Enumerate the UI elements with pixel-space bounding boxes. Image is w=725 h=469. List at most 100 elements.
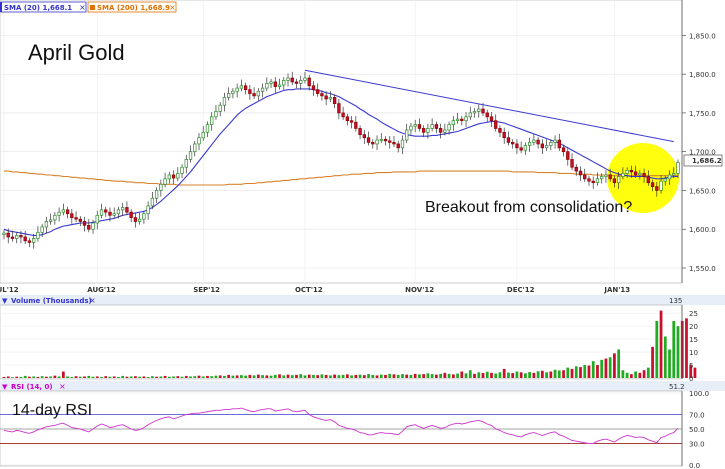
candle-up [112, 213, 116, 216]
candle-up [40, 226, 44, 233]
chart-title: April Gold [28, 40, 125, 65]
candle-up [188, 151, 193, 160]
volume-bar [591, 361, 595, 378]
candle-down [345, 116, 350, 122]
volume-panel: ▼ Volume (Thousands) × 135 25 20 15 10 5 0 [0, 295, 725, 383]
volume-bar [32, 376, 36, 378]
candle-down [307, 77, 311, 87]
volume-bar [265, 375, 269, 378]
legend-sma20[interactable]: SMA (20) 1,668.1 × [0, 1, 87, 13]
candle-down [642, 173, 646, 177]
volume-collapse-icon[interactable]: ▼ [2, 297, 8, 305]
legend-sma20-close-icon[interactable]: × [79, 3, 86, 12]
volume-plot-area [0, 304, 683, 380]
volume-bar [15, 376, 19, 378]
volume-bar [329, 375, 332, 378]
candle-up [137, 218, 142, 222]
volume-bar [23, 375, 27, 378]
volume-bar [70, 376, 74, 378]
volume-bar [66, 376, 69, 378]
breakout-annotation: Breakout from consolidation? [425, 199, 632, 216]
candle-up [95, 214, 99, 224]
price-y-tick-label: 1,550.0 [689, 265, 716, 273]
volume-bar [273, 374, 277, 378]
volume-bar [693, 367, 697, 378]
candle-up [142, 213, 146, 220]
candle-up [621, 173, 625, 177]
candle-up [163, 178, 167, 185]
volume-bar [553, 369, 557, 378]
volume-bar [290, 375, 294, 378]
legend-sma200-close-icon[interactable]: × [169, 3, 176, 12]
volume-bar [112, 376, 116, 378]
volume-bar [540, 370, 544, 378]
candle-up [218, 104, 222, 112]
price-plot-area [0, 0, 683, 284]
volume-bar [511, 373, 515, 378]
price-panel: SMA (20) 1,668.1 × SMA (200) 1,668.9 × A… [0, 0, 723, 294]
candle-up [57, 211, 61, 216]
volume-y-tick-label: 5 [689, 362, 693, 370]
volume-bar [587, 365, 591, 378]
volume-bar [625, 372, 629, 378]
candle-down [252, 93, 256, 97]
downtrend-line [304, 69, 674, 143]
legend: SMA (20) 1,668.1 × SMA (200) 1,668.9 × [0, 1, 177, 13]
rsi-close-icon[interactable]: × [59, 382, 66, 391]
candle-up [400, 139, 405, 149]
volume-bar [235, 375, 239, 378]
volume-bar [519, 372, 523, 378]
price-x-tick-label: SEP'12 [193, 286, 220, 294]
rsi-collapse-icon[interactable]: ▼ [2, 383, 8, 391]
volume-close-icon[interactable]: × [89, 296, 96, 305]
candle-down [294, 81, 299, 84]
volume-bar [83, 376, 86, 378]
volume-bar [240, 375, 243, 378]
volume-bar [401, 374, 404, 378]
volume-bar [608, 357, 612, 378]
volume-bar [142, 376, 146, 378]
price-x-tick-label: JAN'13 [603, 286, 630, 294]
volume-bar [451, 374, 455, 378]
consolidation-highlight [607, 143, 679, 213]
volume-bar [337, 375, 341, 378]
candle-up [44, 221, 49, 228]
volume-bar [49, 376, 53, 378]
candle-down [19, 235, 23, 238]
volume-bar [409, 374, 413, 378]
candle-down [612, 178, 617, 184]
volume-bar [210, 376, 214, 378]
candle-down [629, 169, 634, 173]
candle-up [532, 139, 536, 143]
volume-bar [261, 375, 264, 378]
volume-bar [367, 374, 370, 378]
volume-bar [375, 375, 379, 378]
volume-bar [447, 373, 451, 378]
legend-sma200[interactable]: SMA (200) 1,668.9 × [87, 1, 177, 13]
candle-up [455, 118, 460, 122]
candle-down [104, 209, 108, 213]
volume-bar [646, 367, 650, 378]
volume-bar [396, 374, 400, 378]
legend-sma20-label: SMA (20) 1,668.1 [4, 4, 72, 12]
candle-down [506, 137, 511, 143]
volume-bar [549, 371, 553, 378]
volume-bar [333, 374, 337, 378]
candle-down [502, 131, 506, 139]
volume-bar [464, 373, 468, 378]
price-y-tick-label: 1,850.0 [689, 32, 716, 40]
volume-bar [498, 372, 502, 378]
volume-bar [57, 376, 61, 378]
candle-down [646, 176, 650, 184]
volume-bar [354, 374, 358, 378]
candle-down [324, 95, 328, 100]
volume-bar [570, 368, 574, 378]
volume-bar [617, 349, 621, 378]
sma20-line [3, 88, 678, 236]
volume-bar [634, 371, 637, 378]
volume-bar [223, 375, 226, 378]
volume-bar [176, 376, 180, 378]
candle-down [591, 180, 595, 184]
volume-bar [159, 376, 163, 378]
